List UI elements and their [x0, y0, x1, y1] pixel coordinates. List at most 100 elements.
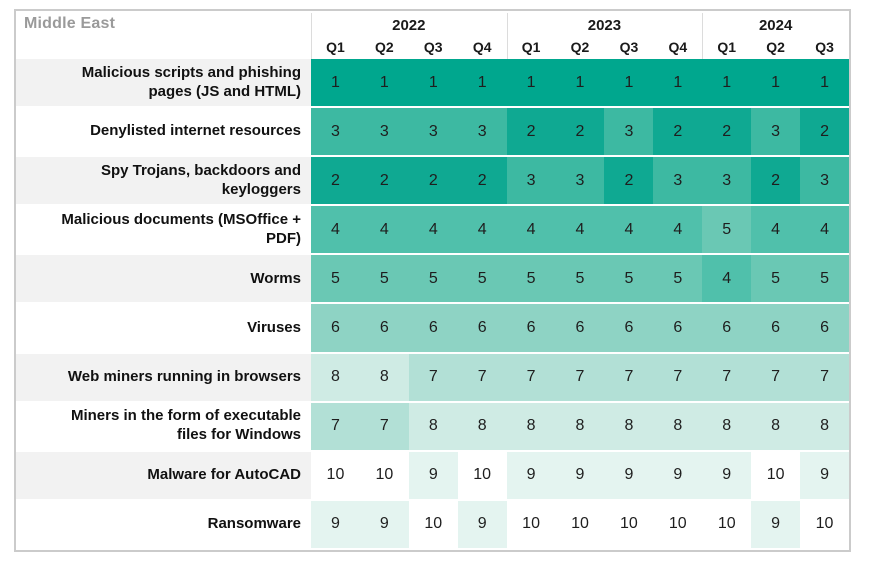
row-label: Malware for AutoCAD	[16, 451, 311, 499]
heatmap-cell: 6	[604, 304, 654, 352]
heatmap-cell: 4	[408, 206, 458, 254]
heatmap-cell: 1	[359, 59, 409, 107]
header-group-divider	[702, 13, 704, 59]
heatmap-row: Denylisted internet resources 3 3 3 3 2 2 3 2 2 3 2	[16, 108, 849, 156]
row-label: Ransomware	[16, 500, 311, 548]
heatmap-cell: 7	[506, 353, 556, 401]
heatmap-cell: 8	[751, 402, 801, 450]
heatmap-cell: 1	[555, 59, 605, 107]
heatmap-row: Malware for AutoCAD 10 10 9 10 9 9 9 9 9 10 9	[16, 451, 849, 499]
heatmap-cell: 5	[604, 255, 654, 303]
quarter-label: Q2	[375, 38, 394, 55]
heatmap-cell: 10	[604, 500, 654, 548]
header-group-divider	[311, 13, 312, 59]
heatmap-cell: 5	[702, 206, 752, 254]
heatmap-cell: 10	[457, 451, 507, 499]
heatmap-cell: 1	[506, 59, 556, 107]
heatmap-header: Middle East 2022 Q1 Q2 Q3 Q4 2023 Q1 Q2 Q3 Q4 2024…	[16, 11, 849, 59]
quarter-label: Q3	[423, 38, 443, 55]
heatmap-cell: 5	[359, 255, 409, 303]
row-label: Miners in the form of executable files f…	[16, 402, 311, 450]
heatmap-cell: 2	[457, 157, 507, 205]
heatmap-cell: 9	[506, 451, 556, 499]
heatmap-cell: 4	[506, 206, 556, 254]
heatmap-row: Worms 5 5 5 5 5 5 5 5 4 5 5	[16, 255, 849, 303]
heatmap-cell: 9	[604, 451, 654, 499]
heatmap-cell: 9	[311, 500, 360, 548]
quarter-label: Q1	[521, 38, 541, 55]
heatmap-cell: 6	[555, 304, 605, 352]
heatmap-cell: 1	[408, 59, 458, 107]
heatmap-cell: 4	[311, 206, 360, 254]
heatmap-cell: 1	[604, 59, 654, 107]
heatmap-cell: 6	[702, 304, 752, 352]
heatmap-cell: 4	[751, 206, 801, 254]
heatmap-cell: 10	[408, 500, 458, 548]
heatmap-cell: 7	[408, 353, 458, 401]
heatmap-cell: 3	[555, 157, 605, 205]
row-label: Malicious scripts and phishing pages (JS…	[16, 59, 311, 107]
heatmap-cell: 6	[311, 304, 360, 352]
heatmap-cell: 8	[653, 402, 703, 450]
quarter-label: Q2	[570, 38, 590, 55]
heatmap-cell: 8	[359, 353, 409, 401]
quarter-label: Q2	[766, 38, 785, 55]
year-label: 2022	[392, 17, 426, 34]
heatmap-cell: 5	[457, 255, 507, 303]
row-label: Web miners running in browsers	[16, 353, 311, 401]
heatmap-cell: 1	[751, 59, 801, 107]
heatmap-cell: 9	[653, 451, 703, 499]
heatmap-cell: 10	[555, 500, 605, 548]
row-label: Viruses	[16, 304, 311, 352]
heatmap-cell: 7	[702, 353, 752, 401]
heatmap-cell: 7	[653, 353, 703, 401]
heatmap-cell: 5	[555, 255, 605, 303]
heatmap-cell: 10	[311, 451, 360, 499]
heatmap-cell: 9	[359, 500, 409, 548]
heatmap-cell: 9	[408, 451, 458, 499]
heatmap-cell: 3	[457, 108, 507, 156]
heatmap-cell: 6	[800, 304, 849, 352]
heatmap-cell: 6	[457, 304, 507, 352]
threat-rank-heatmap-panel: Middle East 2022 Q1 Q2 Q3 Q4 2023 Q1 Q2 Q3 Q4 2024…	[14, 9, 851, 552]
heatmap-cell: 6	[653, 304, 703, 352]
quarter-label: Q3	[619, 38, 639, 55]
heatmap-cell: 2	[604, 157, 654, 205]
heatmap-cell: 10	[653, 500, 703, 548]
heatmap-cell: 2	[555, 108, 605, 156]
heatmap-cell: 2	[311, 157, 360, 205]
heatmap-cell: 9	[800, 451, 849, 499]
quarter-label: Q3	[815, 38, 834, 55]
heatmap-cell: 8	[408, 402, 458, 450]
heatmap-cell: 5	[800, 255, 849, 303]
heatmap-cell: 2	[359, 157, 409, 205]
region-title: Middle East	[24, 15, 116, 32]
heatmap-cell: 9	[751, 500, 801, 548]
heatmap-row: Ransomware 9 9 10 9 10 10 10 10 10 9 10	[16, 500, 849, 548]
heatmap-cell: 4	[457, 206, 507, 254]
quarter-label: Q4	[668, 38, 688, 55]
heatmap-cell: 5	[408, 255, 458, 303]
heatmap-cell: 3	[751, 108, 801, 156]
heatmap-cell: 4	[702, 255, 752, 303]
heatmap-cell: 8	[555, 402, 605, 450]
heatmap-cell: 6	[408, 304, 458, 352]
heatmap-cell: 7	[751, 353, 801, 401]
heatmap-cell: 1	[457, 59, 507, 107]
heatmap-cell: 6	[359, 304, 409, 352]
heatmap-cell: 2	[751, 157, 801, 205]
year-label: 2023	[587, 17, 622, 34]
row-label: Malicious documents (MSOffice + PDF)	[16, 206, 311, 254]
heatmap-cell: 2	[702, 108, 752, 156]
heatmap-cell: 8	[702, 402, 752, 450]
heatmap-cell: 8	[800, 402, 849, 450]
heatmap-cell: 3	[702, 157, 752, 205]
heatmap-cell: 4	[359, 206, 409, 254]
heatmap-cell: 2	[653, 108, 703, 156]
heatmap-cell: 3	[800, 157, 849, 205]
heatmap-cell: 7	[800, 353, 849, 401]
quarter-label: Q1	[717, 38, 737, 55]
heatmap-cell: 10	[359, 451, 409, 499]
heatmap-cell: 6	[751, 304, 801, 352]
heatmap-cell: 4	[800, 206, 849, 254]
